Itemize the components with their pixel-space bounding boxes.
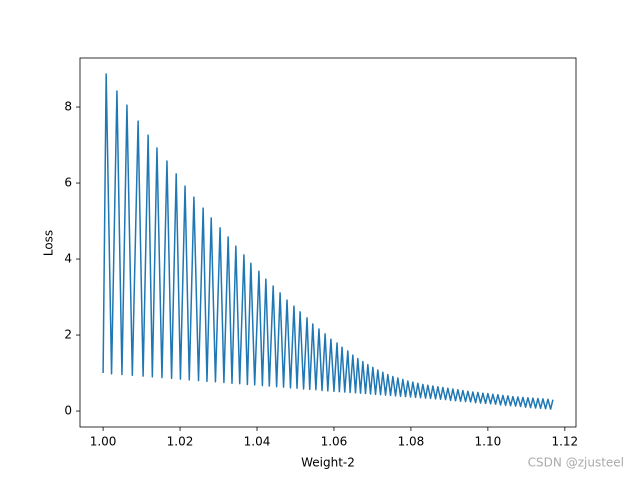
y-tick-label: 0	[64, 404, 72, 418]
x-tick-label: 1.12	[551, 435, 578, 449]
x-tick-label: 1.00	[90, 435, 117, 449]
y-tick-label: 4	[64, 252, 72, 266]
watermark: CSDN @zjusteel	[528, 456, 624, 470]
x-tick-label: 1.08	[398, 435, 425, 449]
x-axis-label: Weight-2	[301, 456, 355, 470]
line-series	[102, 73, 554, 410]
y-tick-label: 6	[64, 176, 72, 190]
y-tick-label: 8	[64, 100, 72, 114]
y-tick-label: 2	[64, 328, 72, 342]
x-tick-label: 1.06	[321, 435, 348, 449]
plot-frame	[79, 57, 577, 428]
x-tick-label: 1.10	[475, 435, 502, 449]
y-axis-label: Loss	[42, 230, 56, 256]
x-tick-label: 1.02	[167, 435, 194, 449]
x-tick-label: 1.04	[244, 435, 271, 449]
